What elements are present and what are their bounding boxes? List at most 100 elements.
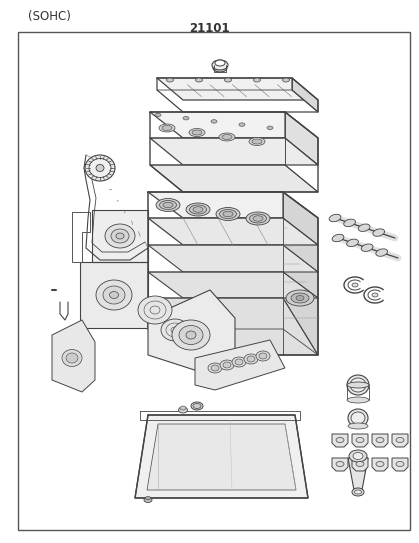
Polygon shape <box>352 458 368 471</box>
Polygon shape <box>372 434 388 447</box>
Ellipse shape <box>145 496 150 500</box>
Polygon shape <box>348 458 368 490</box>
Polygon shape <box>332 434 348 447</box>
Ellipse shape <box>213 64 227 72</box>
Ellipse shape <box>96 280 132 310</box>
Ellipse shape <box>336 438 344 443</box>
Ellipse shape <box>249 214 266 223</box>
Ellipse shape <box>159 124 175 132</box>
Ellipse shape <box>212 60 228 70</box>
Ellipse shape <box>96 165 104 172</box>
Ellipse shape <box>223 362 231 368</box>
Ellipse shape <box>329 214 341 222</box>
Text: (SOHC): (SOHC) <box>28 10 71 23</box>
Ellipse shape <box>376 249 388 256</box>
Ellipse shape <box>336 462 344 466</box>
Ellipse shape <box>296 295 304 300</box>
Ellipse shape <box>222 135 232 140</box>
Polygon shape <box>150 112 318 138</box>
Ellipse shape <box>373 229 385 236</box>
Ellipse shape <box>183 116 189 120</box>
Ellipse shape <box>239 123 245 127</box>
Ellipse shape <box>189 129 205 136</box>
Polygon shape <box>372 458 388 471</box>
Ellipse shape <box>105 224 135 248</box>
Ellipse shape <box>196 78 202 82</box>
Ellipse shape <box>144 497 152 502</box>
Ellipse shape <box>332 234 344 242</box>
Ellipse shape <box>286 290 314 306</box>
Polygon shape <box>147 424 296 490</box>
Ellipse shape <box>247 356 255 362</box>
Ellipse shape <box>351 412 365 424</box>
Ellipse shape <box>186 203 210 216</box>
Ellipse shape <box>347 397 369 403</box>
Polygon shape <box>52 320 95 392</box>
Ellipse shape <box>246 212 270 225</box>
Ellipse shape <box>244 354 258 364</box>
Polygon shape <box>148 272 318 298</box>
Polygon shape <box>135 415 308 498</box>
Ellipse shape <box>193 207 203 212</box>
Ellipse shape <box>178 407 187 413</box>
Ellipse shape <box>103 286 125 304</box>
Ellipse shape <box>354 490 362 494</box>
Ellipse shape <box>372 293 378 297</box>
Ellipse shape <box>216 207 240 220</box>
Polygon shape <box>150 165 318 192</box>
Ellipse shape <box>109 292 119 299</box>
Polygon shape <box>392 434 408 447</box>
Ellipse shape <box>347 382 369 388</box>
Ellipse shape <box>155 113 161 117</box>
Polygon shape <box>148 245 318 272</box>
Ellipse shape <box>256 351 270 361</box>
Polygon shape <box>150 138 318 165</box>
Ellipse shape <box>347 375 369 395</box>
Ellipse shape <box>111 229 129 243</box>
Ellipse shape <box>396 438 404 443</box>
Ellipse shape <box>252 351 266 358</box>
Ellipse shape <box>291 293 309 303</box>
Ellipse shape <box>193 403 201 408</box>
Ellipse shape <box>249 137 265 146</box>
Polygon shape <box>332 458 348 471</box>
Polygon shape <box>148 192 318 218</box>
Ellipse shape <box>344 219 355 226</box>
Polygon shape <box>157 78 318 100</box>
Ellipse shape <box>347 239 358 247</box>
Ellipse shape <box>179 325 203 344</box>
Ellipse shape <box>252 139 262 144</box>
Ellipse shape <box>376 438 384 443</box>
Ellipse shape <box>191 402 203 410</box>
Ellipse shape <box>348 423 368 429</box>
Ellipse shape <box>138 296 172 324</box>
Ellipse shape <box>235 359 243 365</box>
Ellipse shape <box>220 360 234 370</box>
Ellipse shape <box>156 199 180 212</box>
Polygon shape <box>283 192 318 355</box>
Polygon shape <box>292 78 318 112</box>
Ellipse shape <box>358 224 370 231</box>
Ellipse shape <box>349 450 367 462</box>
Ellipse shape <box>116 233 124 239</box>
Ellipse shape <box>211 119 217 123</box>
Ellipse shape <box>211 365 219 371</box>
Ellipse shape <box>356 462 364 466</box>
Polygon shape <box>92 210 148 262</box>
Ellipse shape <box>85 155 115 181</box>
Ellipse shape <box>188 351 202 358</box>
Ellipse shape <box>163 202 173 208</box>
Ellipse shape <box>352 488 364 496</box>
Ellipse shape <box>348 409 368 427</box>
Ellipse shape <box>66 353 78 363</box>
Polygon shape <box>352 434 368 447</box>
Ellipse shape <box>166 78 173 82</box>
Ellipse shape <box>186 331 196 339</box>
Ellipse shape <box>253 78 261 82</box>
Ellipse shape <box>220 210 236 218</box>
Ellipse shape <box>162 125 172 130</box>
Ellipse shape <box>267 126 273 130</box>
Ellipse shape <box>161 319 189 341</box>
Ellipse shape <box>62 350 82 367</box>
Ellipse shape <box>356 438 364 443</box>
